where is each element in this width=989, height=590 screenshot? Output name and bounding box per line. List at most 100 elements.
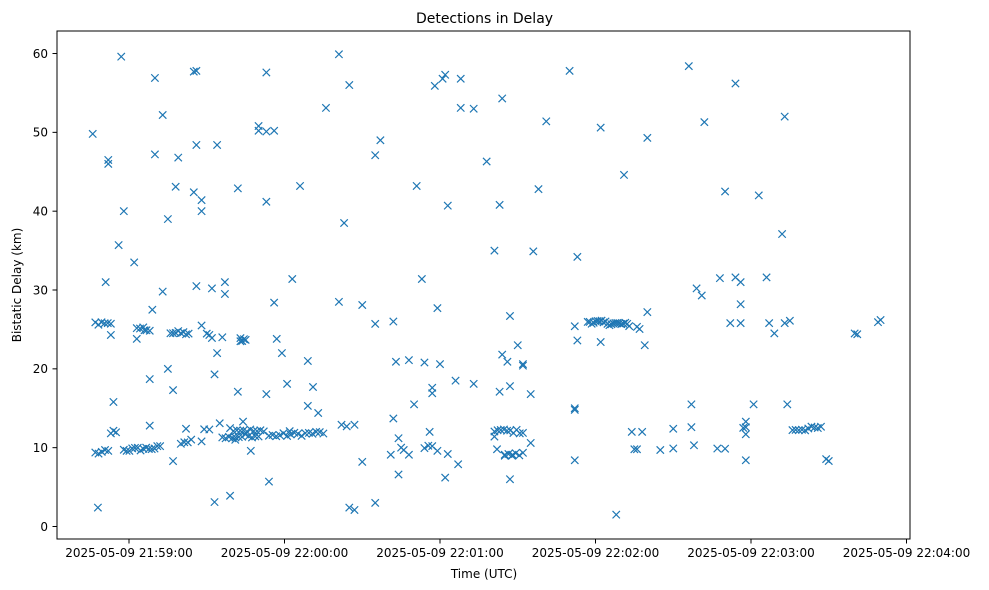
scatter-point <box>780 112 789 121</box>
scatter-point <box>207 333 217 343</box>
scatter-point <box>301 429 310 438</box>
scatter-point <box>163 214 172 224</box>
scatter-point <box>625 321 634 331</box>
scatter-point <box>88 129 97 139</box>
scatter-point <box>529 247 538 256</box>
scatter-point <box>297 431 306 440</box>
scatter-point <box>262 197 271 206</box>
scatter-point <box>168 329 178 338</box>
scatter-point <box>270 298 279 307</box>
scatter-point <box>542 117 551 126</box>
scatter-point <box>791 425 800 434</box>
scatter-point <box>93 503 103 512</box>
scatter-point <box>345 503 354 512</box>
scatter-point <box>596 123 605 132</box>
scatter-point <box>155 442 165 451</box>
scatter-point <box>197 321 206 330</box>
x-tick-label: 2025-05-09 22:02:00 <box>532 546 659 560</box>
scatter-point <box>189 67 198 76</box>
scatter-point <box>573 252 582 262</box>
scatter-point <box>726 318 735 328</box>
scatter-point <box>741 417 750 426</box>
scatter-point <box>148 305 157 314</box>
scatter-point <box>132 334 141 344</box>
scatter-point <box>824 456 833 466</box>
scatter-point <box>106 330 115 340</box>
scatter-point <box>739 423 748 433</box>
scatter-point <box>638 427 647 437</box>
scatter-point <box>334 297 344 306</box>
scatter-point <box>212 140 222 150</box>
scatter-point <box>783 400 792 409</box>
scatter-point <box>111 428 121 437</box>
scatter-point <box>345 80 354 90</box>
scatter-point <box>513 341 522 350</box>
scatter-point <box>192 281 201 291</box>
scatter-point <box>518 361 528 370</box>
scatter-point <box>635 324 644 334</box>
scatter-point <box>713 444 722 453</box>
x-tick-label: 2025-05-09 22:03:00 <box>687 546 814 560</box>
scatter-point <box>262 68 271 77</box>
scatter-point <box>181 330 191 339</box>
scatter-point <box>505 382 515 391</box>
scatter-point <box>303 356 312 366</box>
scatter-point <box>720 187 730 196</box>
scatter-point <box>741 456 750 465</box>
scatter-point <box>358 457 367 466</box>
scatter-point <box>807 422 816 431</box>
scatter-point <box>490 432 499 441</box>
scatter-point <box>295 181 305 191</box>
scatter-point <box>731 79 740 88</box>
scatter-point <box>503 357 512 366</box>
scatter-point <box>850 329 859 338</box>
scatter-point <box>389 414 398 423</box>
x-tick-label: 2025-05-09 22:00:00 <box>221 546 348 560</box>
scatter-point <box>433 446 442 455</box>
scatter-point <box>168 385 178 395</box>
scatter-point <box>184 329 193 338</box>
scatter-point <box>391 357 401 366</box>
scatter-point <box>425 427 434 437</box>
scatter-point <box>490 246 499 255</box>
scatter-point <box>350 505 359 515</box>
scatter-point <box>225 491 235 500</box>
scatter-point <box>241 335 250 345</box>
scatter-point <box>526 389 535 399</box>
scatter-point <box>142 326 151 335</box>
x-axis: 2025-05-09 21:59:00 2025-05-09 22:00:00 20… <box>65 539 970 560</box>
scatter-point <box>428 389 437 398</box>
scatter-point <box>262 389 271 399</box>
scatter-point <box>236 337 245 346</box>
scatter-point <box>337 420 346 429</box>
scatter-point <box>404 450 414 459</box>
scatter-point <box>687 423 696 432</box>
scatter-point <box>386 450 395 459</box>
scatter-point <box>150 150 160 159</box>
scatter-point <box>632 445 642 454</box>
scatter-point <box>371 498 380 507</box>
scatter-point <box>518 448 528 457</box>
scatter-point <box>233 387 242 396</box>
scatter-point <box>101 278 110 287</box>
scatter-point <box>270 126 279 135</box>
scatter-point <box>456 103 465 113</box>
scatter-point <box>272 334 281 344</box>
scatter-point <box>853 330 862 339</box>
scatter-point <box>282 379 292 388</box>
scatter-point <box>435 359 445 369</box>
scatter-point <box>749 400 758 409</box>
scatter-point <box>526 438 535 448</box>
scatter-point <box>736 300 745 309</box>
scatter-point <box>451 376 460 385</box>
scatter-point <box>443 201 452 210</box>
scatter-point <box>518 428 528 438</box>
scatter-point <box>669 424 678 433</box>
scatter-point <box>174 153 183 162</box>
scatter-point <box>285 426 294 436</box>
scatter-point <box>515 429 524 438</box>
scatter-point <box>700 117 709 127</box>
scatter-point <box>210 370 219 379</box>
scatter-point <box>596 337 605 347</box>
scatter-point <box>409 400 419 409</box>
